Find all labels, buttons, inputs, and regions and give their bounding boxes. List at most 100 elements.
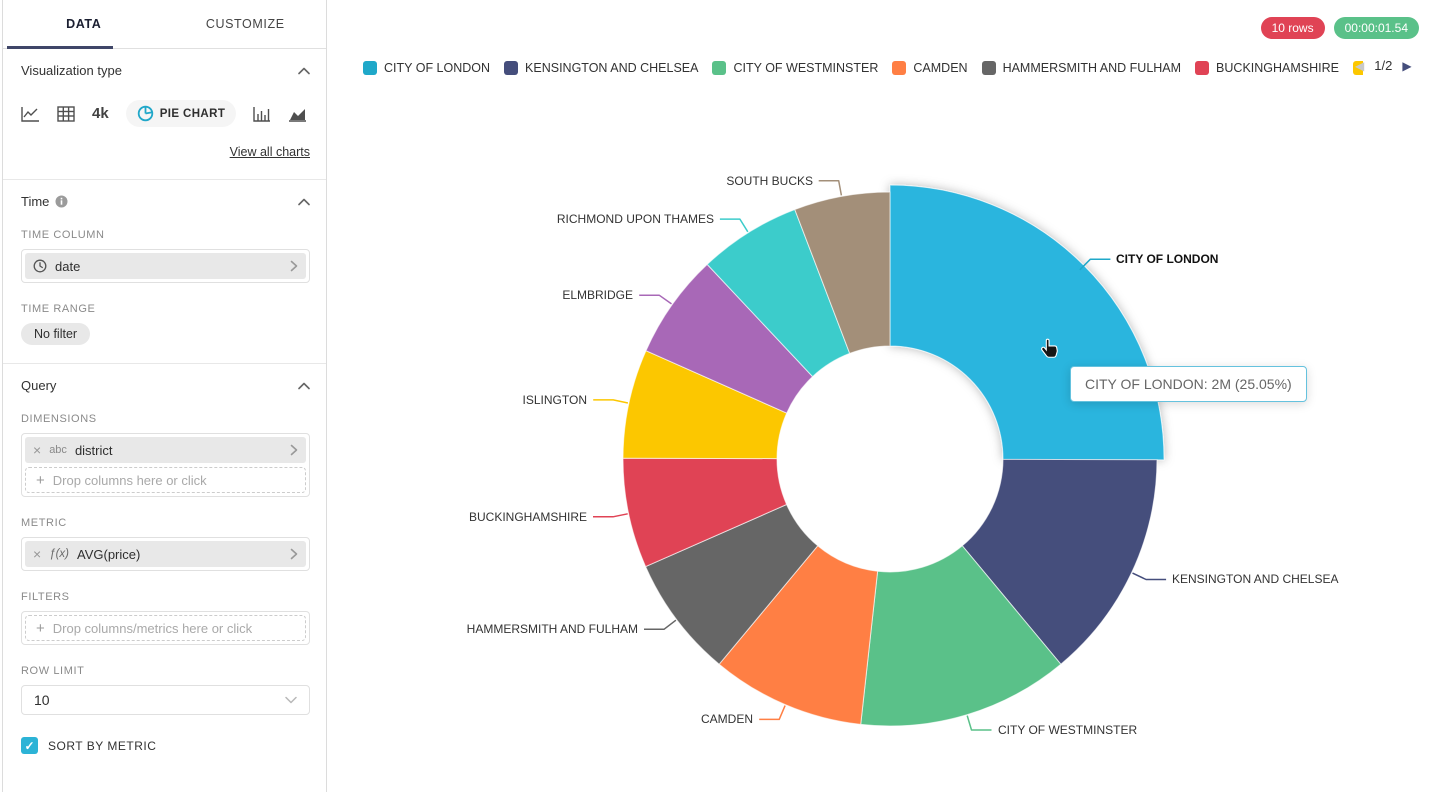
time-range-value[interactable]: No filter <box>21 323 91 345</box>
row-limit-value: 10 <box>34 692 50 708</box>
chart-tooltip: CITY OF LONDON: 2M (25.05%) <box>1070 366 1307 402</box>
chevron-up-icon <box>298 67 310 74</box>
pie-slice-city-of-westminster[interactable] <box>860 545 1062 727</box>
remove-dimension-icon[interactable]: × <box>33 442 42 458</box>
area-chart-icon[interactable] <box>288 106 307 122</box>
label-leader-line <box>593 399 629 404</box>
pie-slice-kensington-and-chelsea[interactable] <box>961 458 1158 665</box>
filters-control: + Drop columns/metrics here or click <box>21 611 310 645</box>
legend-swatch <box>504 60 519 75</box>
legend-item[interactable]: CITY OF LONDON <box>363 59 490 76</box>
label-leader-line <box>593 513 628 518</box>
cursor-pointer-icon <box>1041 338 1058 358</box>
query-title: Query <box>21 378 57 393</box>
time-header[interactable]: Time <box>21 194 310 209</box>
legend-item[interactable]: CITY OF WESTMINSTER <box>712 59 878 76</box>
legend-label: CITY OF LONDON <box>384 60 491 75</box>
big-number-chart-icon[interactable]: 4k <box>92 105 109 122</box>
viz-type-section: Visualization type <box>3 49 326 180</box>
tab-data-label: DATA <box>66 17 102 31</box>
legend-swatch <box>363 60 377 75</box>
dimensions-control: × abc district + Drop columns here or cl… <box>21 433 310 497</box>
info-icon[interactable] <box>55 195 68 208</box>
label-leader-line <box>818 179 843 196</box>
pie-label: RICHMOND UPON THAMES <box>556 212 714 226</box>
line-chart-icon[interactable] <box>21 106 40 122</box>
filters-drop-zone[interactable]: + Drop columns/metrics here or click <box>25 615 306 641</box>
sort-by-metric-checkbox[interactable]: ✓ <box>21 737 38 754</box>
label-leader-line <box>639 294 672 305</box>
legend-label: KENSINGTON AND CHELSEA <box>525 60 699 75</box>
row-limit-select[interactable]: 10 <box>21 685 310 715</box>
dimension-value: district <box>74 442 113 458</box>
legend-items: CITY OF LONDON KENSINGTON AND CHELSEA CITY… <box>363 59 1363 76</box>
pie-label: KENSINGTON AND CHELSEA <box>1172 572 1339 586</box>
time-column-value: date <box>55 258 81 274</box>
function-icon: ƒ(x) <box>49 548 69 560</box>
pie-label: ELMBRIDGE <box>562 288 633 302</box>
time-column-pill[interactable]: date <box>25 253 306 279</box>
legend-item[interactable]: BUCKINGHAMSHIRE <box>1195 59 1339 76</box>
metric-label: METRIC <box>21 517 67 529</box>
pie-label: CITY OF LONDON <box>1116 252 1219 266</box>
pie-label: BUCKINGHAMSHIRE <box>468 510 587 524</box>
legend-item[interactable]: KENSINGTON AND CHELSEA <box>504 59 698 76</box>
plus-icon: + <box>36 619 45 637</box>
remove-metric-icon[interactable]: × <box>33 546 42 562</box>
table-icon[interactable] <box>57 105 75 122</box>
row-limit-label: ROW LIMIT <box>21 665 85 677</box>
legend-item[interactable]: HAMMERSMITH AND FULHAM <box>981 59 1181 76</box>
label-leader-line <box>1132 572 1167 581</box>
legend-prev-icon[interactable]: ◀ <box>1355 58 1365 73</box>
chevron-down-icon <box>285 696 297 704</box>
legend-item[interactable] <box>1352 59 1363 76</box>
bar-chart-icon[interactable] <box>253 106 271 122</box>
view-all-charts-link[interactable]: View all charts <box>229 145 310 159</box>
legend-item[interactable]: CAMDEN <box>892 59 968 76</box>
chevron-up-icon <box>298 382 310 389</box>
time-range-label: TIME RANGE <box>21 303 96 315</box>
chevron-right-icon <box>290 548 298 560</box>
filters-drop-placeholder: Drop columns/metrics here or click <box>52 620 253 636</box>
pie-label: ISLINGTON <box>522 393 587 407</box>
tab-customize[interactable]: CUSTOMIZE <box>205 17 285 31</box>
pie-slice-south-bucks[interactable] <box>794 191 891 355</box>
time-column-control: date <box>21 249 310 283</box>
legend-swatch <box>892 60 907 75</box>
metric-pill-avg-price[interactable]: × ƒ(x) AVG(price) <box>25 541 306 567</box>
sort-by-metric-label: SORT BY METRIC <box>48 738 157 753</box>
active-tab-indicator <box>7 46 113 49</box>
legend-label: CAMDEN <box>913 60 968 75</box>
control-panel: DATA CUSTOMIZE Visualization type <box>2 0 327 792</box>
label-leader-line <box>759 705 786 721</box>
legend-label: CITY OF WESTMINSTER <box>733 60 879 75</box>
tab-data[interactable]: DATA <box>3 0 165 49</box>
viz-type-header[interactable]: Visualization type <box>21 63 310 78</box>
panel-tabs: DATA CUSTOMIZE <box>3 0 326 49</box>
dimensions-drop-zone[interactable]: + Drop columns here or click <box>25 467 306 493</box>
status-badges: 10 rows 00:00:01.54 <box>1260 17 1419 39</box>
legend-label: BUCKINGHAMSHIRE <box>1216 60 1339 75</box>
query-header[interactable]: Query <box>21 378 310 393</box>
dimension-pill-district[interactable]: × abc district <box>25 437 306 463</box>
tooltip-text: CITY OF LONDON: 2M (25.05%) <box>1085 376 1292 392</box>
pie-chart-icon <box>137 105 153 122</box>
sort-by-metric-row[interactable]: ✓ SORT BY METRIC <box>21 737 310 754</box>
clock-icon <box>33 259 47 273</box>
legend-next-icon[interactable]: ▶ <box>1402 58 1412 73</box>
viz-type-title: Visualization type <box>21 63 122 78</box>
chevron-right-icon <box>290 260 298 272</box>
metric-control: × ƒ(x) AVG(price) <box>21 537 310 571</box>
legend-swatch <box>712 60 727 75</box>
label-leader-line <box>1079 258 1111 271</box>
viz-pie-chart-button[interactable]: PIE CHART <box>125 100 237 127</box>
label-leader-line <box>966 715 992 731</box>
time-column-label: TIME COLUMN <box>21 229 105 241</box>
filters-label: FILTERS <box>21 591 70 603</box>
column-type-label: abc <box>49 444 67 456</box>
legend-swatch <box>1352 60 1363 75</box>
pie-slice-city-of-london[interactable] <box>889 184 1165 461</box>
pie-label: SOUTH BUCKS <box>726 174 813 188</box>
chevron-up-icon <box>298 198 310 205</box>
